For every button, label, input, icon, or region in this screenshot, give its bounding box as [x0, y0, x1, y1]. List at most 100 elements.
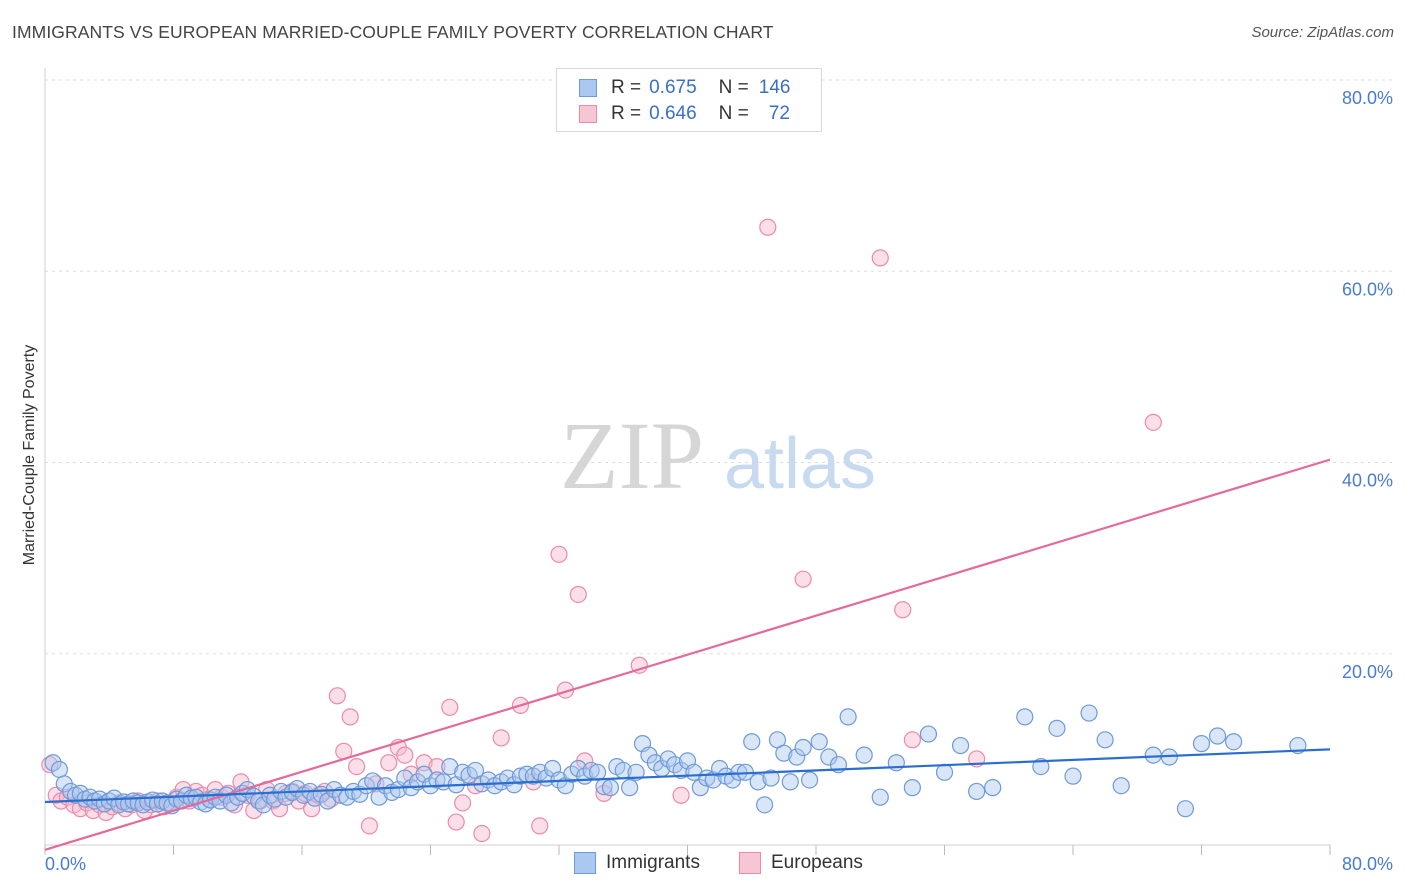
europeans-point [903, 731, 921, 749]
immigrants-point [984, 779, 1002, 797]
immigrants-point [531, 763, 549, 781]
legend-r-value: 0.675 [649, 77, 697, 98]
immigrants-point [158, 794, 176, 812]
immigrants-point [1208, 727, 1227, 745]
immigrants-point [1225, 733, 1243, 751]
legend-swatch-immigrants [579, 79, 597, 97]
legend-item-europeans[interactable]: Europeans [739, 852, 863, 874]
immigrants-point [839, 708, 857, 726]
europeans-point [341, 708, 359, 726]
europeans-point [794, 570, 812, 588]
immigrants-point [1032, 757, 1050, 776]
europeans-point [441, 698, 459, 716]
immigrants-point [505, 776, 523, 794]
immigrants-point [1144, 746, 1162, 764]
immigrants-point [855, 746, 873, 764]
immigrants-point [511, 767, 530, 785]
immigrants-point [100, 792, 118, 810]
immigrants-point [1112, 777, 1130, 795]
immigrants-point [601, 779, 620, 797]
europeans-point [871, 249, 889, 267]
legend-n-value: 72 [768, 103, 790, 124]
europeans-point [569, 585, 587, 604]
immigrants-point [968, 782, 986, 801]
europeans-point [1144, 413, 1162, 431]
europeans-point [447, 813, 465, 831]
watermark-zip: ZIP [560, 402, 704, 509]
immigrants-point [781, 773, 799, 791]
gridlines [45, 79, 1395, 655]
series-legend: Immigrants Europeans [0, 852, 1406, 878]
europeans-point [492, 729, 510, 747]
immigrants-point [621, 779, 639, 797]
immigrants-point [775, 744, 793, 762]
x-tick-label-max: 80.0% [1342, 854, 1393, 874]
immigrants-point [755, 796, 774, 814]
immigrants-point [588, 763, 607, 781]
legend-swatch-europeans [579, 105, 597, 123]
immigrants-point [428, 771, 446, 789]
immigrants-point [919, 725, 938, 743]
y-tick-label: 40.0% [1342, 471, 1393, 491]
legend-n-value: 146 [758, 77, 791, 98]
legend-n-label: N = [718, 103, 749, 124]
europeans-point [328, 687, 346, 705]
chart-title: IMMIGRANTS VS EUROPEAN MARRIED-COUPLE FA… [12, 22, 774, 42]
europeans-point [531, 817, 549, 835]
immigrants-point [1096, 731, 1114, 749]
europeans-point [672, 786, 690, 804]
immigrants-point [1176, 800, 1195, 818]
europeans-point [595, 784, 613, 802]
europeans-point [396, 746, 414, 764]
legend-item-immigrants[interactable]: Immigrants [574, 852, 700, 874]
immigrants-point [800, 771, 819, 789]
tick-labels: 20.0% 40.0% 60.0% 80.0% 0.0% 80.0% [45, 88, 1393, 874]
immigrants-point [1048, 719, 1066, 737]
immigrants-point [331, 786, 350, 804]
legend-r-label: R = [611, 103, 642, 124]
legend-r-label: R = [611, 77, 642, 98]
y-tick-label: 60.0% [1342, 279, 1393, 299]
watermark: ZIP atlas [560, 402, 876, 509]
europeans-point [894, 601, 912, 619]
immigrants-point [762, 769, 780, 787]
x-tick-label-min: 0.0% [45, 854, 86, 874]
legend-swatch-europeans [739, 852, 761, 874]
immigrants-point [1192, 735, 1211, 753]
immigrants-point [50, 760, 69, 779]
immigrants-point [582, 761, 600, 780]
immigrants-point [396, 769, 414, 787]
immigrants-point [1016, 708, 1034, 726]
immigrants-point [951, 736, 970, 755]
legend-row-immigrants: R = 0.675 N = 146 [579, 77, 790, 99]
europeans-trend-line [44, 458, 1331, 851]
legend-label-europeans: Europeans [771, 852, 863, 873]
europeans-point [245, 801, 263, 820]
immigrants-trend-line [44, 748, 1331, 804]
immigrants-point [563, 765, 581, 783]
immigrants-point [627, 763, 645, 781]
immigrants-point [376, 777, 395, 795]
immigrants-point [134, 796, 152, 814]
immigrants-point [903, 779, 921, 797]
correlation-legend: R = 0.675 N = 146 R = 0.646 N = 72 [556, 68, 822, 132]
legend-n-label: N = [718, 77, 749, 98]
immigrants-point [646, 754, 664, 772]
europeans-point [473, 824, 491, 843]
y-tick-label: 80.0% [1342, 88, 1393, 108]
immigrants-point [666, 756, 684, 774]
immigrants-point [691, 779, 709, 797]
watermark-atlas: atlas [724, 424, 876, 504]
legend-r-value: 0.646 [649, 103, 697, 124]
immigrants-point [44, 754, 62, 772]
immigrants-point [788, 748, 806, 766]
immigrants-point [1064, 767, 1082, 785]
legend-swatch-immigrants [574, 852, 596, 874]
immigrants-point [1080, 704, 1098, 722]
y-tick-label: 20.0% [1342, 662, 1393, 682]
immigrants-point [794, 738, 812, 757]
trend-lines [44, 458, 1331, 851]
europeans-point [428, 757, 446, 776]
immigrants-point [871, 788, 889, 806]
